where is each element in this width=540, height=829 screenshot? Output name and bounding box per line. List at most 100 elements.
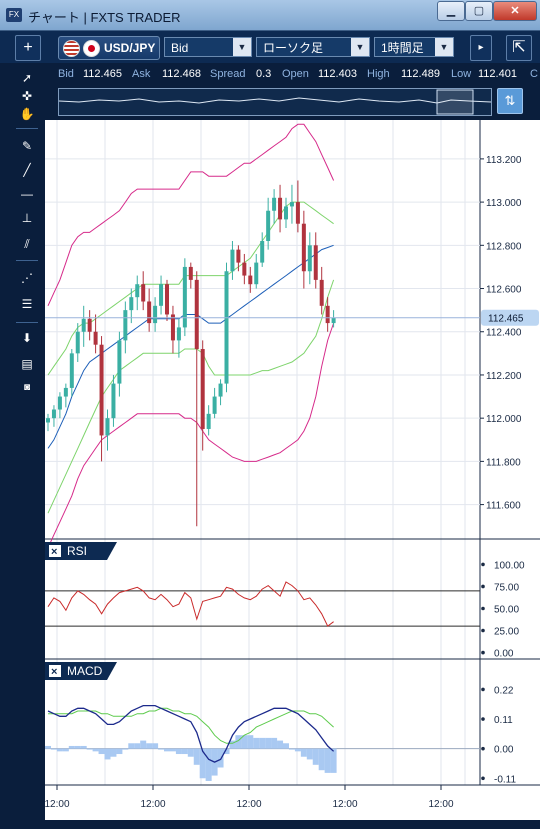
candle-body — [159, 284, 164, 306]
candle-body — [117, 340, 122, 384]
maximize-button[interactable]: ▢ — [465, 1, 493, 21]
macd-histogram-bar — [187, 748, 194, 757]
candle-body — [87, 318, 92, 332]
bid-value: 112.465 — [83, 68, 122, 80]
chart-grid — [45, 120, 540, 820]
fibonacci-icon[interactable]: ⋰ — [21, 271, 33, 285]
macd-histogram-bar — [164, 748, 170, 752]
candle-body — [266, 210, 271, 241]
minimize-button[interactable]: ▁ — [437, 1, 465, 21]
macd-close-icon — [49, 665, 61, 677]
add-chart-button[interactable]: + — [15, 35, 41, 61]
bollinger-upper-line — [47, 123, 335, 307]
symbol-selector[interactable]: USD/JPY — [58, 36, 160, 60]
macd-histogram-bar — [253, 737, 260, 749]
chart-navigator[interactable] — [58, 88, 492, 116]
macd-histogram-bar — [283, 743, 289, 749]
rsi-close-icon — [49, 545, 61, 557]
candle-body — [206, 413, 211, 429]
macd-histogram-bar — [199, 748, 206, 779]
price-type-select[interactable]: Bid ▼ — [164, 37, 252, 57]
macd-histogram-bar — [80, 745, 87, 749]
chevron-down-icon: ▼ — [233, 38, 251, 56]
candle-body — [254, 262, 259, 285]
macd-axis-label: 0.22 — [494, 685, 514, 696]
window-titlebar[interactable]: FX チャート | FXTS TRADER ▁ ▢ ✕ — [0, 0, 540, 31]
macd-histogram-bar — [277, 740, 284, 749]
download-icon[interactable]: ⬇ — [21, 331, 33, 345]
candle-body — [200, 349, 205, 429]
rsi-tick — [481, 562, 485, 567]
cursor-icon[interactable]: ➚ — [21, 71, 33, 85]
candle-body — [105, 418, 110, 436]
chart-area[interactable]: 113.200 113.000 112.800 112.600 112.400 112.2… — [45, 120, 540, 820]
candle-body — [63, 387, 68, 397]
macd-histogram-bar — [92, 748, 99, 752]
candle-body — [284, 206, 288, 220]
chart-type-select[interactable]: ローソク足 ▼ — [256, 37, 370, 57]
trendline-icon[interactable]: ╱ — [23, 163, 31, 177]
channel-icon[interactable]: ⫽ — [24, 237, 30, 251]
candle-body — [260, 240, 265, 263]
time-axis: 12:00 12:00 12:00 12:00 12:00 — [45, 785, 454, 810]
collapse-panel-button[interactable]: ▸ — [470, 35, 492, 61]
rsi-tick — [481, 606, 485, 611]
horizontal-line-icon[interactable]: — — [21, 187, 33, 201]
jp-flag-icon — [83, 40, 100, 57]
candle-body — [307, 245, 312, 272]
lines-list-icon[interactable]: ☰ — [21, 297, 33, 311]
price-panel: 113.200 113.000 112.800 112.600 112.400 112.2… — [45, 123, 539, 549]
macd-histogram-bar — [288, 748, 295, 750]
minimize-icon: ▁ — [446, 5, 456, 17]
macd-histogram-bar — [146, 743, 153, 749]
macd-histogram-bar — [45, 745, 51, 749]
candle-body — [99, 344, 104, 436]
low-value: 112.401 — [478, 68, 517, 80]
camera-icon[interactable]: ◙ — [23, 382, 31, 393]
candle-body — [248, 275, 253, 285]
timeframe-value: 1時間足 — [381, 41, 424, 55]
list-icon[interactable]: ▤ — [21, 357, 33, 371]
macd-histogram-bar — [300, 748, 307, 757]
macd-histogram-bar — [193, 748, 200, 765]
macd-histogram-bar — [241, 735, 248, 749]
popout-button[interactable]: ⇱ — [506, 35, 532, 61]
candle-body — [313, 245, 318, 280]
macd-histogram-bar — [306, 748, 313, 760]
macd-tick — [481, 776, 485, 781]
hand-icon[interactable]: ✋ — [19, 107, 35, 121]
macd-tick — [481, 687, 485, 692]
chart-toolbar: + USD/JPY Bid ▼ ローソク足 ▼ 1時間足 ▼ ▸ ⇱ — [0, 31, 540, 63]
close-button[interactable]: ✕ — [493, 1, 537, 21]
open-value: 112.403 — [318, 68, 357, 80]
macd-histogram-bar — [62, 748, 69, 752]
navigator-line — [59, 97, 491, 104]
navigator-zoom-button[interactable]: ⇅ — [497, 88, 523, 114]
macd-header-edge — [107, 662, 117, 680]
candle-body — [147, 301, 152, 324]
high-label: High — [367, 68, 390, 80]
time-axis-label: 12:00 — [332, 799, 357, 810]
moving-average-line — [47, 244, 334, 449]
drawing-tools-bar: ➚ ✜ ✋ ✎ ╱ — ⊥ ⫽ ⋰ ☰ ⬇ ▤ ◙ — [16, 64, 38, 824]
vertical-line-icon[interactable]: ⊥ — [21, 211, 33, 225]
close-label: C — [530, 68, 538, 80]
macd-histogram-bar — [229, 740, 236, 749]
macd-line — [47, 704, 335, 763]
marker-icon[interactable]: ✎ — [21, 139, 33, 153]
candle-body — [51, 409, 56, 419]
candle-body — [46, 418, 50, 423]
macd-histogram-bar — [152, 743, 159, 749]
crosshair-icon[interactable]: ✜ — [21, 89, 33, 103]
candle-body — [182, 266, 187, 328]
macd-title: MACD — [67, 664, 103, 678]
timeframe-select[interactable]: 1時間足 ▼ — [374, 37, 454, 57]
candle-body — [93, 331, 98, 345]
time-axis-label: 12:00 — [140, 799, 165, 810]
macd-histogram-bar — [217, 748, 224, 768]
rsi-axis-label: 0.00 — [494, 649, 514, 660]
macd-histogram-bar — [175, 748, 182, 755]
tool-divider — [16, 322, 38, 323]
candle-body — [331, 317, 336, 324]
macd-histogram-bar — [104, 748, 111, 760]
